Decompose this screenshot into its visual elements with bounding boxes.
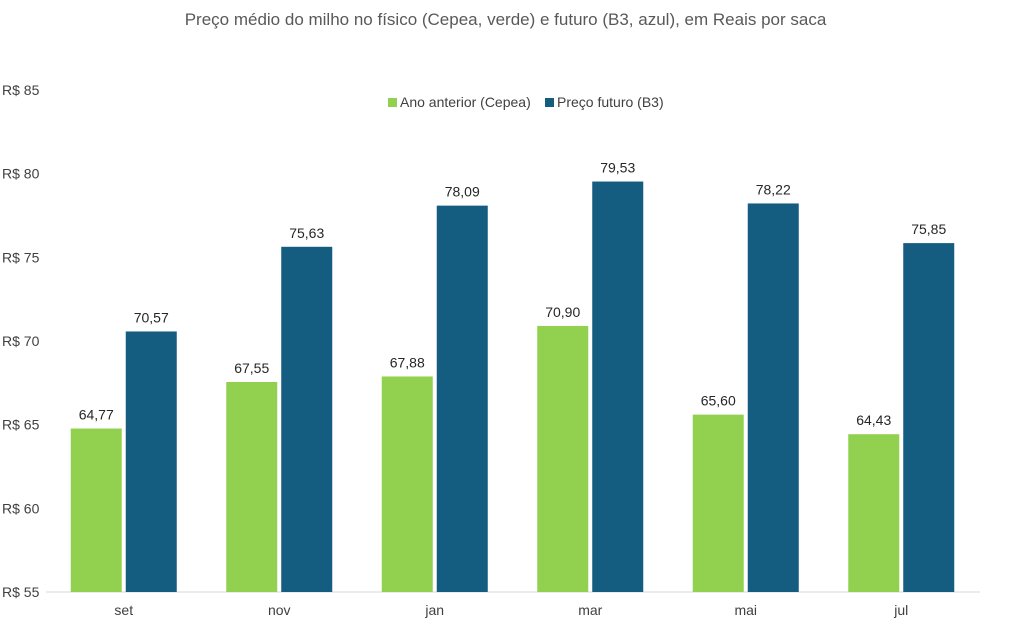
bar (436, 205, 488, 593)
x-tick-label: mai (734, 602, 757, 618)
y-tick-label: R$ 60 (2, 500, 40, 516)
y-tick-label: R$ 80 (2, 166, 40, 182)
data-label: 75,63 (289, 225, 324, 241)
legend-swatch (388, 98, 397, 107)
bar (903, 243, 955, 593)
data-label: 70,57 (134, 309, 169, 325)
x-tick-label: jul (893, 602, 908, 618)
data-label: 65,60 (701, 393, 736, 409)
bar (125, 331, 177, 592)
x-tick-label: set (114, 602, 133, 618)
bar (381, 376, 433, 592)
x-tick-label: jan (424, 602, 444, 618)
bar (592, 181, 644, 593)
y-tick-label: R$ 65 (2, 417, 40, 433)
x-tick-label: nov (268, 602, 291, 618)
data-label: 67,55 (234, 360, 269, 376)
data-label: 78,22 (756, 181, 791, 197)
x-tick-label: mar (578, 602, 602, 618)
data-label: 70,90 (545, 304, 580, 320)
legend-label: Ano anterior (Cepea) (400, 94, 531, 110)
y-tick-label: R$ 55 (2, 584, 40, 600)
bar (281, 246, 333, 593)
chart-title: Preço médio do milho no físico (Cepea, v… (184, 10, 827, 29)
y-tick-label: R$ 75 (2, 249, 40, 265)
data-label: 78,09 (445, 184, 480, 200)
legend-swatch (545, 98, 554, 107)
bar (226, 381, 278, 592)
legend-label: Preço futuro (B3) (557, 94, 664, 110)
data-label: 75,85 (911, 221, 946, 237)
data-label: 67,88 (390, 354, 425, 370)
bar (848, 434, 900, 592)
data-label: 64,77 (79, 407, 114, 423)
bar (70, 428, 122, 592)
data-label: 79,53 (600, 160, 635, 176)
bar (692, 414, 744, 592)
data-label: 64,43 (856, 412, 891, 428)
y-tick-label: R$ 85 (2, 82, 40, 98)
bar (537, 325, 589, 592)
y-tick-label: R$ 70 (2, 333, 40, 349)
bar (747, 203, 799, 592)
